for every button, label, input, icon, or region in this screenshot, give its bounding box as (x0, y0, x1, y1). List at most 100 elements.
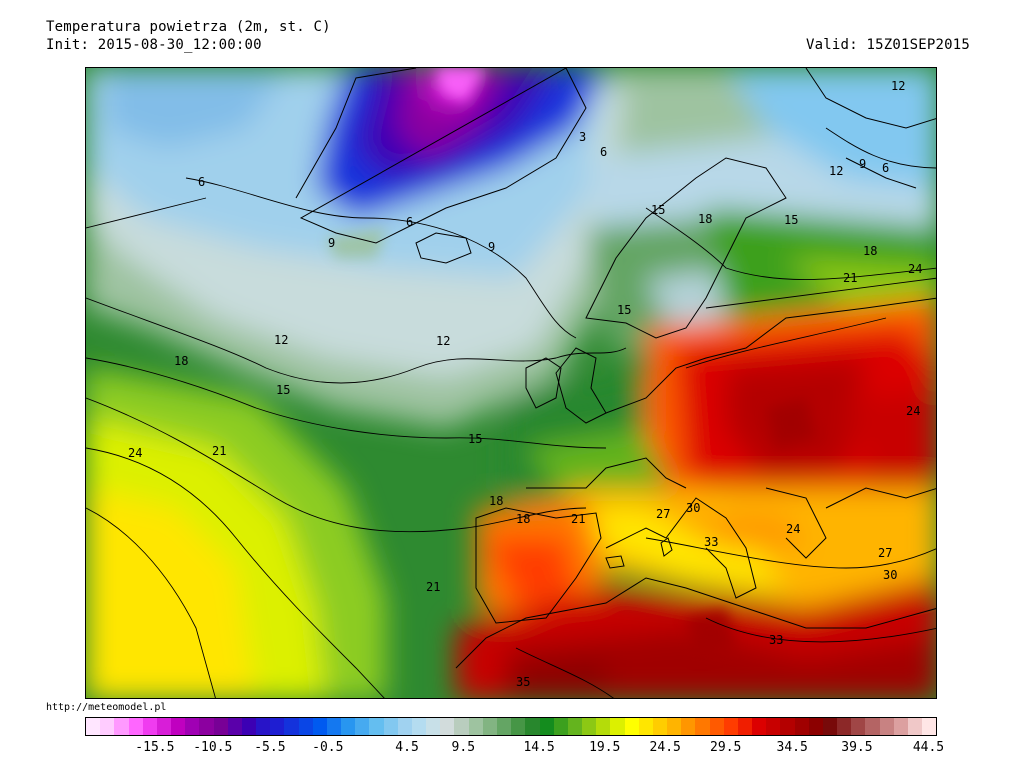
color-swatch (142, 718, 157, 735)
color-swatch (737, 718, 753, 735)
scale-label: 29.5 (710, 740, 742, 755)
color-swatch (695, 718, 710, 735)
contour-label: 3 (579, 130, 586, 144)
color-swatch (454, 718, 469, 735)
color-swatch (907, 718, 923, 735)
contour-label: 21 (426, 580, 440, 594)
temperature-map[interactable]: 12 3 6 6 9 6 9 6 9 15 18 15 12 15 18 21 … (85, 67, 937, 699)
map-title: Temperatura powietrza (2m, st. C) (46, 19, 331, 35)
contour-labels: 12 3 6 6 9 6 9 6 9 15 18 15 12 15 18 21 … (128, 79, 922, 689)
contour-label: 12 (829, 164, 843, 178)
color-swatch (511, 718, 526, 735)
color-swatch (355, 718, 370, 735)
contour-label: 35 (516, 675, 530, 689)
source-url[interactable]: http://meteomodel.pl (46, 702, 167, 713)
color-swatch (794, 718, 809, 735)
contour-label: 18 (516, 512, 530, 526)
color-swatch (411, 718, 427, 735)
color-swatch (837, 718, 852, 735)
color-swatch (709, 718, 724, 735)
color-swatch (681, 718, 696, 735)
color-swatch (326, 718, 342, 735)
contour-label: 21 (212, 444, 226, 458)
isotherm-contours (86, 127, 936, 698)
color-swatch (256, 718, 271, 735)
temperature-details (326, 68, 816, 658)
contour-label: 18 (698, 212, 712, 226)
color-swatch (369, 718, 384, 735)
color-swatch (851, 718, 866, 735)
color-swatch (624, 718, 639, 735)
color-swatch (128, 718, 143, 735)
color-swatch (397, 718, 412, 735)
contour-label: 18 (863, 244, 877, 258)
scale-label: 4.5 (395, 740, 419, 755)
scale-label: 34.5 (776, 740, 808, 755)
color-scale-labels: -15.5 -10.5 -5.5 -0.5 4.5 9.5 14.5 19.5 24.5 29.5… (85, 740, 944, 758)
contour-label: 9 (328, 236, 335, 250)
contour-label: 24 (908, 262, 922, 276)
contour-label: 15 (617, 303, 631, 317)
scale-label: 9.5 (451, 740, 476, 755)
color-swatch (865, 718, 880, 735)
coastlines (295, 68, 936, 669)
contour-label: 15 (468, 432, 482, 446)
color-swatch (553, 718, 568, 735)
contour-label: 30 (883, 568, 897, 582)
scale-label: -10.5 (193, 740, 233, 755)
color-swatch (86, 718, 101, 735)
color-swatch (156, 718, 172, 735)
color-swatch (567, 718, 583, 735)
color-swatch (383, 718, 398, 735)
color-swatch (596, 718, 611, 735)
color-swatch (610, 718, 625, 735)
color-swatch (241, 718, 257, 735)
color-swatch (312, 718, 327, 735)
color-swatch (879, 718, 894, 735)
color-swatch (482, 718, 497, 735)
color-swatch (171, 718, 186, 735)
contour-label: 33 (704, 535, 718, 549)
scale-label: -0.5 (312, 740, 344, 755)
color-swatch (284, 718, 299, 735)
color-swatch (582, 718, 597, 735)
contour-label: 12 (274, 333, 288, 347)
color-swatch (213, 718, 228, 735)
contour-label: 27 (656, 507, 670, 521)
color-swatch (822, 718, 838, 735)
scale-label: 24.5 (649, 740, 681, 755)
contour-label: 9 (488, 240, 495, 254)
color-swatch (780, 718, 795, 735)
color-swatch (539, 718, 554, 735)
scale-label: -5.5 (254, 740, 286, 755)
temperature-map-canvas: 12 3 6 6 9 6 9 6 9 15 18 15 12 15 18 21 … (86, 68, 936, 698)
color-swatch (638, 718, 653, 735)
contour-label: 24 (128, 446, 142, 460)
scale-label: -15.5 (135, 740, 175, 755)
contour-label: 6 (406, 215, 413, 229)
color-swatch (525, 718, 540, 735)
color-swatch (752, 718, 767, 735)
contour-label: 30 (686, 501, 700, 515)
scale-label: 44.5 (912, 740, 945, 755)
contour-label: 21 (571, 512, 585, 526)
color-swatch (667, 718, 682, 735)
contour-label: 15 (276, 383, 290, 397)
contour-label: 27 (878, 546, 892, 560)
scale-label: 14.5 (523, 740, 555, 755)
contour-label: 15 (651, 203, 665, 217)
contour-label: 24 (786, 522, 800, 536)
color-swatch (468, 718, 483, 735)
contour-label: 21 (843, 271, 857, 285)
color-swatch (440, 718, 455, 735)
color-swatch (893, 718, 908, 735)
color-swatch (496, 718, 512, 735)
color-swatch (723, 718, 738, 735)
color-swatch (426, 718, 441, 735)
contour-label: 12 (891, 79, 905, 93)
color-swatch (808, 718, 823, 735)
contour-label: 18 (174, 354, 188, 368)
color-swatch (185, 718, 200, 735)
color-swatch (341, 718, 356, 735)
color-swatch (766, 718, 781, 735)
